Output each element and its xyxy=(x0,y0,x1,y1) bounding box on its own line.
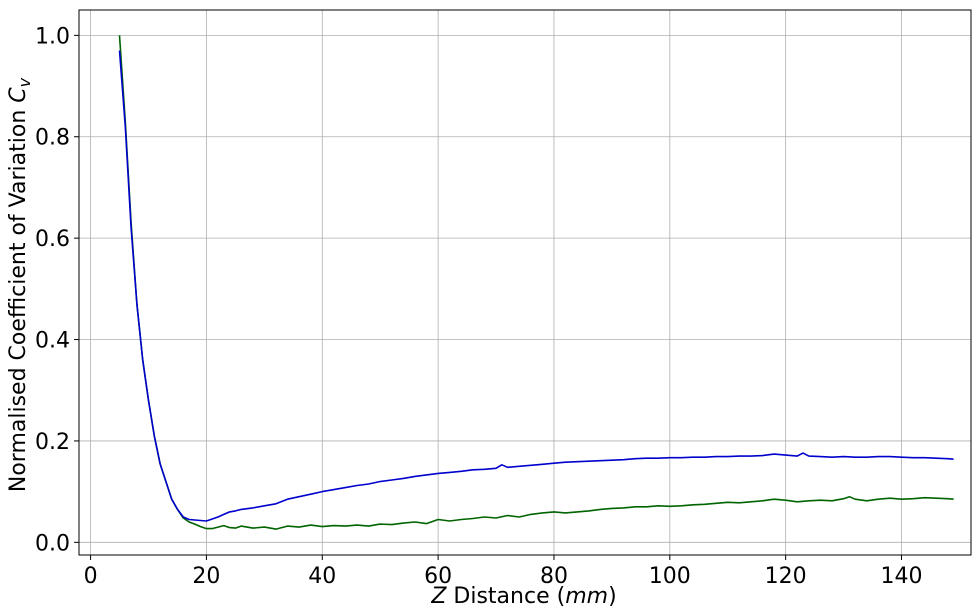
y-tick-label: 0.8 xyxy=(35,126,70,151)
y-axis-label-var: C xyxy=(6,87,31,103)
x-axis-label: Z Distance (mm) xyxy=(430,584,616,609)
series-lines xyxy=(118,35,954,530)
x-tick-label: 60 xyxy=(424,564,452,589)
x-axis-label-var: Z xyxy=(430,584,447,609)
y-tick-label: 1.0 xyxy=(35,24,70,49)
y-tick-label: 0.0 xyxy=(35,531,70,556)
plot-frame xyxy=(78,9,972,556)
x-axis-label-text: Distance ( xyxy=(446,584,565,609)
y-tick-label: 0.4 xyxy=(35,329,70,354)
x-tick-label: 80 xyxy=(540,564,568,589)
grid xyxy=(79,10,971,555)
series-line-1 xyxy=(118,35,954,530)
x-tick-label: 140 xyxy=(880,564,922,589)
x-tick-label: 20 xyxy=(192,564,220,589)
axis-ticks: 0 20 40 60 80 100 120 140 0.0 0.2 0.4 0.6 0.8 1.0 xyxy=(35,24,922,589)
y-axis-label-text: Normalised Coefficient of Variation xyxy=(6,103,31,492)
x-tick-label: 40 xyxy=(308,564,336,589)
y-axis-label-sub: v xyxy=(15,77,34,87)
x-axis-label-close: ) xyxy=(608,584,617,609)
series-line-2 xyxy=(118,50,954,522)
y-tick-label: 0.6 xyxy=(35,227,70,252)
x-tick-label: 100 xyxy=(649,564,691,589)
x-tick-label: 0 xyxy=(84,564,98,589)
x-axis-label-unit: mm xyxy=(565,584,608,609)
x-tick-label: 120 xyxy=(765,564,807,589)
y-axis-label: Normalised Coefficient of Variation Cv xyxy=(6,77,34,492)
y-tick-label: 0.2 xyxy=(35,430,70,455)
